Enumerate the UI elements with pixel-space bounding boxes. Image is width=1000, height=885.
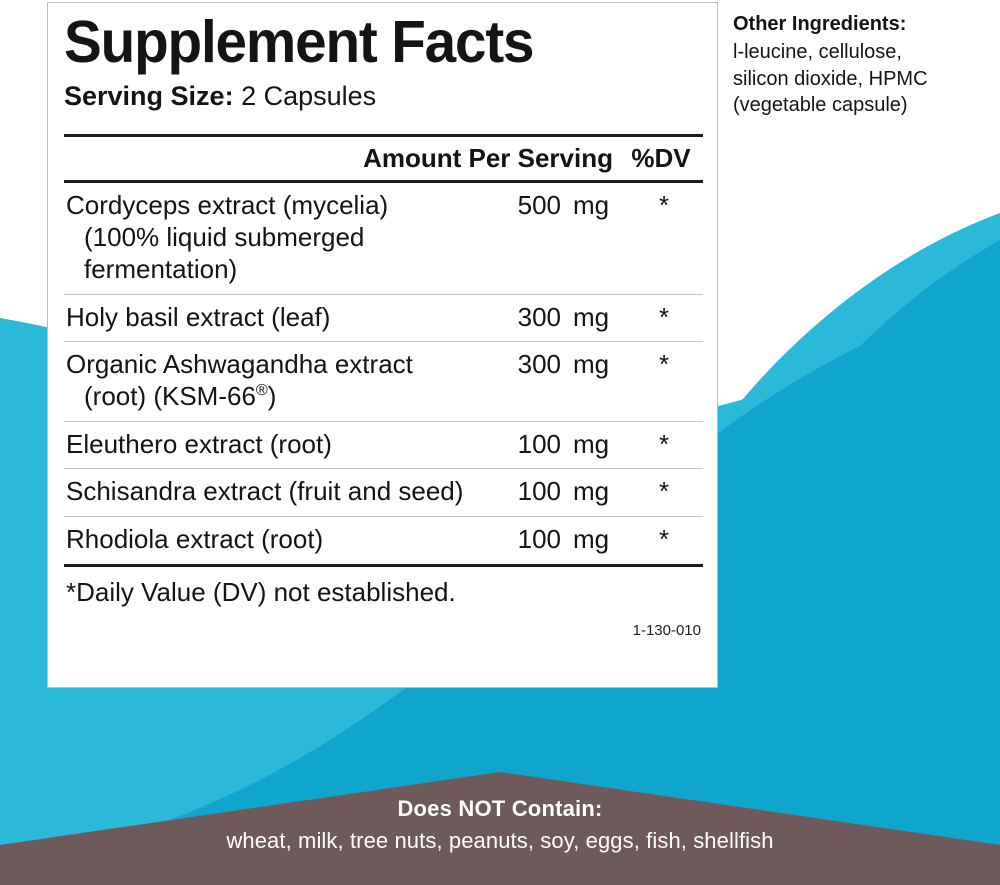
ingredient-name-line-1: Rhodiola extract (root) <box>66 524 324 555</box>
rule-below-header <box>64 180 703 184</box>
ingredient-name-line-1: Holy basil extract (leaf) <box>66 301 331 332</box>
ingredient-name-line-1: Schisandra extract (fruit and seed) <box>66 476 464 507</box>
column-header-dv: %DV <box>631 143 691 174</box>
ingredient-unit: mg <box>573 349 610 380</box>
page-title: Supplement Facts <box>64 9 535 75</box>
wave-dark-accent <box>0 290 1000 885</box>
rule-above-header <box>64 134 703 138</box>
product-code: 1-130-010 <box>632 621 701 639</box>
ingredient-name: Holy basil extract (leaf) <box>64 302 499 334</box>
other-ingredients-line-1: l-leucine, cellulose, <box>733 40 902 63</box>
ingredient-name-line-2: (100% liquid submerged <box>84 222 365 253</box>
row-divider <box>64 293 703 295</box>
table-row: Organic Ashwagandha extract (root) (KSM-… <box>64 342 703 420</box>
table-row: Holy basil extract (leaf) 300 mg * <box>64 295 703 342</box>
table-row: Eleuthero extract (root) 100 mg * <box>64 422 703 469</box>
ingredient-dv: * <box>658 301 670 332</box>
table-row: Cordyceps extract (mycelia) (100% liquid… <box>64 183 703 293</box>
ingredient-name: Organic Ashwagandha extract (root) (KSM-… <box>64 349 499 412</box>
ingredient-amount: 100 <box>517 476 561 507</box>
other-ingredients-line-2: silicon dioxide, HPMC <box>733 67 928 90</box>
ingredient-dv: * <box>658 428 670 459</box>
ingredient-amount: 500 <box>517 190 561 221</box>
serving-size-line: Serving Size: 2 Capsules <box>64 80 703 112</box>
row-divider <box>64 420 703 422</box>
other-ingredients-line-3: (vegetable capsule) <box>733 94 908 117</box>
ingredient-amount: 300 <box>517 301 561 332</box>
ingredient-dv: * <box>658 349 670 380</box>
ingredient-unit: mg <box>573 190 610 221</box>
supplement-facts-content: Supplement Facts Serving Size: 2 Capsule… <box>64 9 703 639</box>
ingredient-amount: 100 <box>517 428 561 459</box>
table-row: Rhodiola extract (root) 100 mg * <box>64 517 703 564</box>
row-divider <box>64 468 703 470</box>
table-header-row: Amount Per Serving %DV <box>64 137 703 180</box>
ingredient-name-line-1: Cordyceps extract (mycelia) <box>66 190 389 221</box>
row-divider <box>64 516 703 518</box>
ingredient-amount: 300 <box>517 349 561 380</box>
ingredient-unit: mg <box>573 476 610 507</box>
daily-value-footnote: *Daily Value (DV) not established. <box>66 576 456 607</box>
column-header-amount-per-serving: Amount Per Serving <box>363 143 613 174</box>
wave-dark-sliver <box>712 240 1000 600</box>
serving-size-label: Serving Size: <box>64 81 234 111</box>
row-divider <box>64 341 703 343</box>
registered-trademark-icon: ® <box>255 381 268 399</box>
ingredient-name: Rhodiola extract (root) <box>64 524 499 556</box>
other-ingredients-title: Other Ingredients: <box>733 13 907 35</box>
ingredient-name-line-1: Eleuthero extract (root) <box>66 428 332 459</box>
serving-size-value: 2 Capsules <box>241 81 377 111</box>
ingredient-dv: * <box>658 524 670 555</box>
table-row: Schisandra extract (fruit and seed) 100 … <box>64 469 703 516</box>
other-ingredients-list: l-leucine, cellulose, silicon dioxide, H… <box>733 39 983 119</box>
allergen-banner: Does NOT Contain: wheat, milk, tree nuts… <box>0 795 1000 855</box>
ingredient-name-line-3: fermentation) <box>84 253 238 284</box>
ingredient-unit: mg <box>573 301 610 332</box>
ingredient-name: Eleuthero extract (root) <box>64 429 499 461</box>
ingredient-amount: 100 <box>517 524 561 555</box>
supplement-facts-panel: Supplement Facts Serving Size: 2 Capsule… <box>47 2 718 688</box>
ingredient-name: Cordyceps extract (mycelia) (100% liquid… <box>64 190 499 285</box>
rule-above-footnote <box>64 563 703 567</box>
allergen-banner-title: Does NOT Contain: <box>397 796 603 821</box>
ingredient-name-line-2: (root) (KSM-66®) <box>84 380 277 411</box>
ingredient-name-line-1: Organic Ashwagandha extract <box>66 349 413 380</box>
bottom-banner-shape <box>0 772 1000 885</box>
footnote-area: *Daily Value (DV) not established. 1-130… <box>64 567 703 639</box>
ingredient-dv: * <box>658 476 670 507</box>
ingredient-unit: mg <box>573 428 610 459</box>
ingredient-unit: mg <box>573 524 610 555</box>
allergen-banner-list: wheat, milk, tree nuts, peanuts, soy, eg… <box>226 827 774 853</box>
other-ingredients-block: Other Ingredients: l-leucine, cellulose,… <box>733 11 983 119</box>
ingredient-dv: * <box>658 190 670 221</box>
ingredient-name: Schisandra extract (fruit and seed) <box>64 476 499 508</box>
